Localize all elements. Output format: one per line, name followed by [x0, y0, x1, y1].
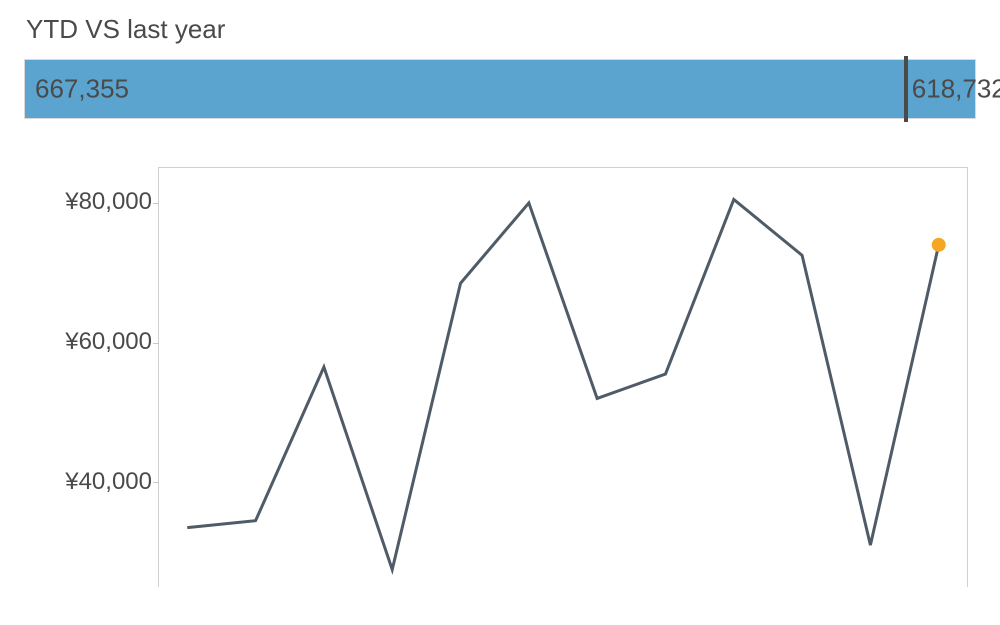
y-tick-label: ¥80,000 [65, 188, 152, 216]
bullet-bar-fill [25, 60, 975, 118]
highlight-point [932, 238, 946, 252]
line-chart: ¥40,000 ¥60,000 ¥80,000 [24, 167, 976, 587]
line-series [187, 199, 938, 569]
y-tick-label: ¥40,000 [65, 468, 152, 496]
y-axis: ¥40,000 ¥60,000 ¥80,000 [24, 167, 158, 587]
y-tick-label: ¥60,000 [65, 328, 152, 356]
y-tick-mark [153, 482, 159, 483]
plot-area [158, 167, 968, 587]
y-tick-mark [153, 203, 159, 204]
bullet-value-label: 667,355 [35, 74, 129, 105]
bullet-reference-label: 618,732 [912, 74, 1000, 105]
chart-title: YTD VS last year [26, 14, 976, 45]
bullet-bar: 667,355 618,732 [24, 59, 976, 119]
line-chart-svg [159, 168, 967, 587]
bullet-reference-line [904, 56, 908, 122]
y-tick-mark [153, 343, 159, 344]
